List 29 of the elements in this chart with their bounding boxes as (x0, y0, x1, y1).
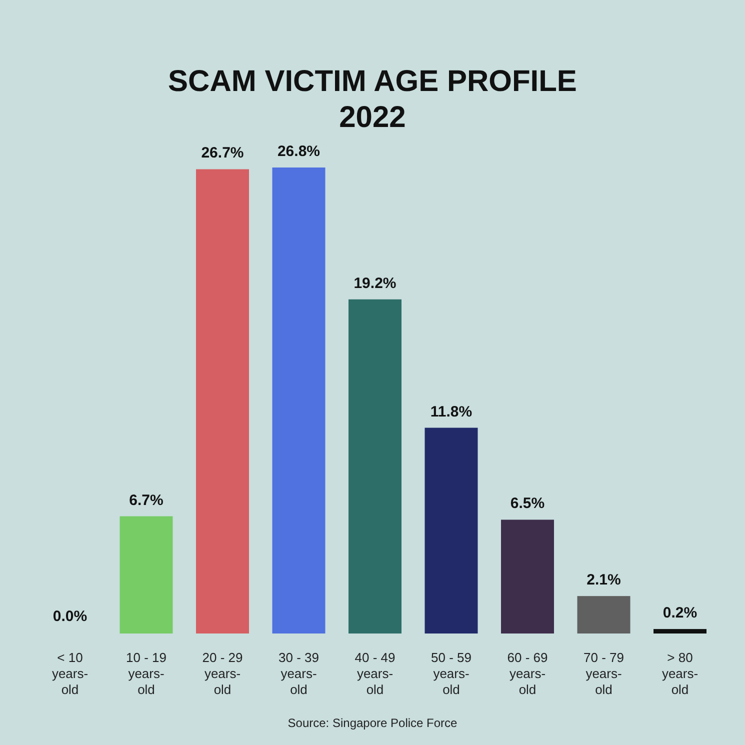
source-note: Source: Singapore Police Force (288, 716, 458, 730)
data-label: 2.1% (586, 572, 621, 589)
data-label: 6.7% (129, 492, 164, 509)
bar (272, 168, 326, 634)
data-label: 26.7% (201, 144, 244, 162)
bar (196, 169, 249, 634)
bar (654, 629, 706, 634)
x-tick-label: < 10 years-old (52, 650, 88, 697)
x-tick-label: 70 - 79 years-old (584, 650, 624, 697)
x-tick-label: 20 - 29 years-old (202, 650, 243, 697)
x-tick-label: 40 - 49 years-old (354, 650, 396, 697)
chart-subtitle: 2022 (339, 101, 406, 134)
x-tick-label: 30 - 39 years-old (278, 650, 319, 697)
x-tick-label: 60 - 69 years-old (507, 650, 548, 697)
x-tick-label: > 80 years-old (662, 650, 698, 697)
data-label: 0.0% (52, 608, 88, 625)
data-label: 26.8% (277, 143, 320, 160)
x-tick-label: 10 - 19 years-old (126, 650, 166, 697)
data-label: 0.2% (662, 604, 698, 622)
chart-title: SCAM VICTIM AGE PROFILE (168, 65, 577, 98)
data-label: 11.8% (430, 403, 472, 420)
bar (120, 516, 173, 634)
x-tick-label: 50 - 59 years-old (431, 650, 472, 697)
bar (348, 299, 402, 634)
bar (501, 520, 554, 634)
bar (577, 596, 630, 634)
data-label: 6.5% (510, 495, 545, 512)
data-label: 19.2% (354, 274, 396, 292)
bar (424, 428, 478, 634)
